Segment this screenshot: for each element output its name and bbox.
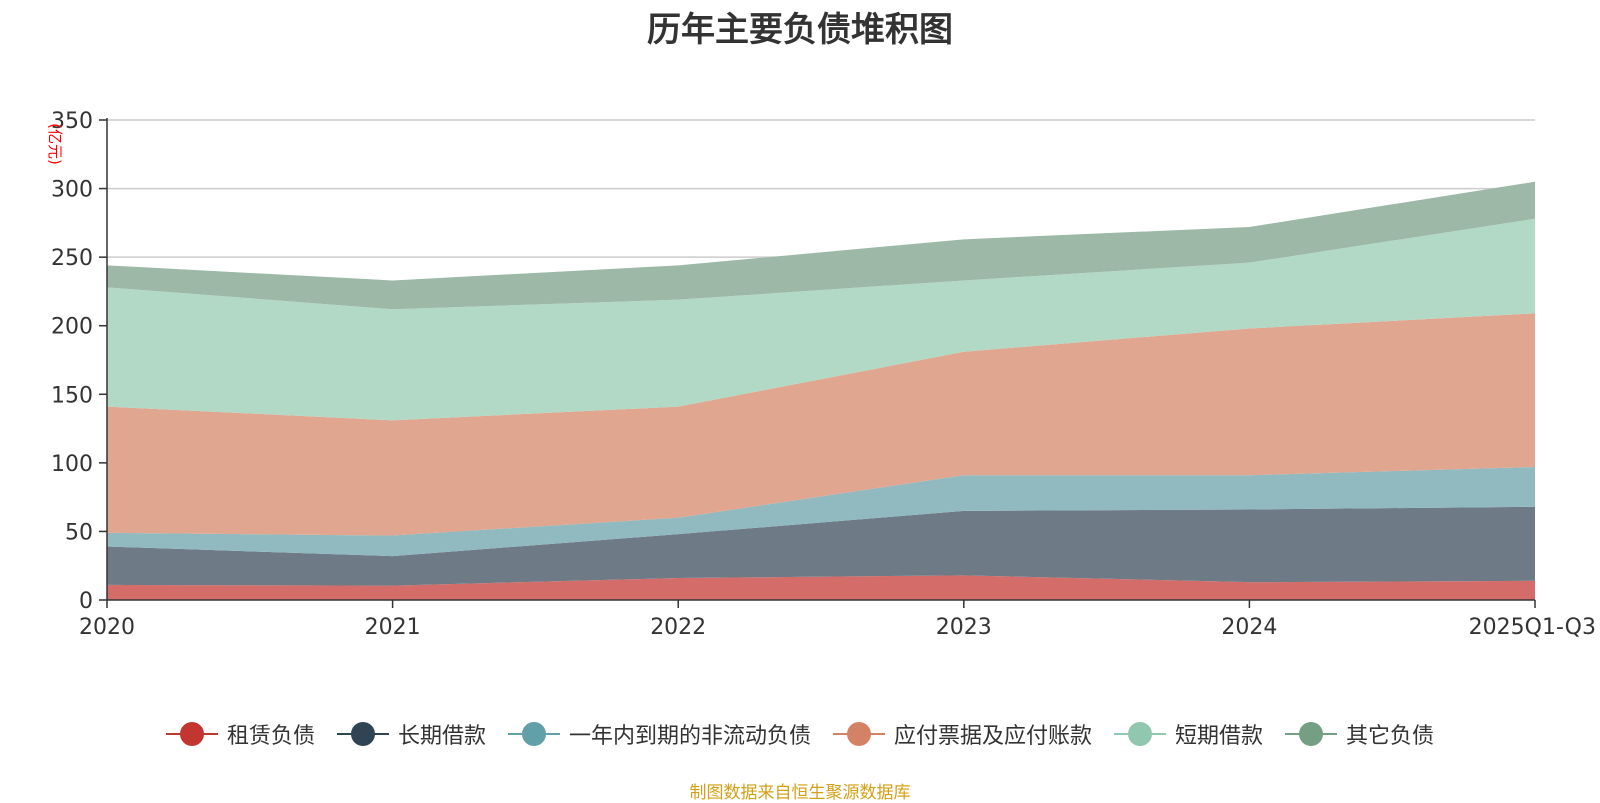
area-series-5 (107, 218, 1535, 421)
y-tick-label: 0 (79, 589, 93, 614)
x-tick-label: 2021 (365, 615, 421, 640)
x-tick-label: 2024 (1221, 615, 1277, 640)
legend-marker-icon (1285, 721, 1338, 747)
legend-dot (1128, 722, 1153, 746)
legend: 租赁负债 长期借款 一年内到期的非流动负债 应付票据及应付账款 短期借款 其它负债 (0, 716, 1600, 752)
area-series-4 (107, 313, 1535, 536)
legend-marker-icon (1114, 721, 1167, 747)
legend-marker-icon (833, 721, 885, 747)
x-tick-label: 2020 (79, 615, 135, 640)
legend-marker-icon (336, 721, 389, 747)
y-axis-unit-label: (亿元) (46, 123, 64, 165)
legend-label: 租赁负债 (226, 724, 315, 749)
legend-item[interactable]: 一年内到期的非流动负债 (507, 718, 811, 750)
source-note: 制图数据来自恒生聚源数据库 (689, 783, 911, 803)
axes: 0 50 100 150 200 250 300 350 2020 2021 2022 2023 202… (51, 109, 1596, 640)
area-series (107, 181, 1535, 600)
area-series-3 (107, 466, 1535, 557)
y-tick-label: 100 (51, 452, 93, 477)
legend-label: 一年内到期的非流动负债 (568, 724, 811, 749)
legend-dot (350, 722, 375, 746)
legend-dot (521, 722, 546, 746)
y-tick-label: 250 (51, 246, 93, 271)
legend-dot (847, 722, 871, 746)
area-series-1 (107, 575, 1535, 600)
legend-item[interactable]: 其它负债 (1285, 718, 1434, 750)
legend-label: 长期借款 (397, 724, 486, 749)
legend-dot (179, 722, 204, 746)
legend-label: 短期借款 (1175, 724, 1264, 749)
chart-title: 历年主要负债堆积图 (647, 10, 953, 50)
legend-item[interactable]: 短期借款 (1114, 718, 1263, 750)
y-tick-label: 350 (51, 109, 93, 134)
legend-marker-icon (507, 721, 560, 747)
legend-label: 其它负债 (1346, 724, 1435, 749)
y-tick-label: 300 (51, 178, 93, 203)
legend-label: 应付票据及应付账款 (894, 724, 1093, 749)
legend-item[interactable]: 租赁负债 (165, 718, 315, 750)
y-tick-label: 200 (51, 315, 93, 340)
legend-dot (1299, 722, 1324, 746)
x-tick-label: 2022 (650, 615, 706, 640)
area-series-2 (107, 506, 1535, 586)
x-tick-label: 2025Q1-Q3 (1469, 615, 1596, 640)
area-series-6 (107, 181, 1535, 310)
legend-item[interactable]: 长期借款 (336, 718, 486, 750)
legend-marker-icon (165, 721, 218, 747)
legend-item[interactable]: 应付票据及应付账款 (833, 718, 1092, 750)
x-tick-label: 2023 (936, 615, 992, 640)
y-tick-label: 50 (65, 520, 93, 545)
y-tick-label: 150 (51, 383, 93, 408)
